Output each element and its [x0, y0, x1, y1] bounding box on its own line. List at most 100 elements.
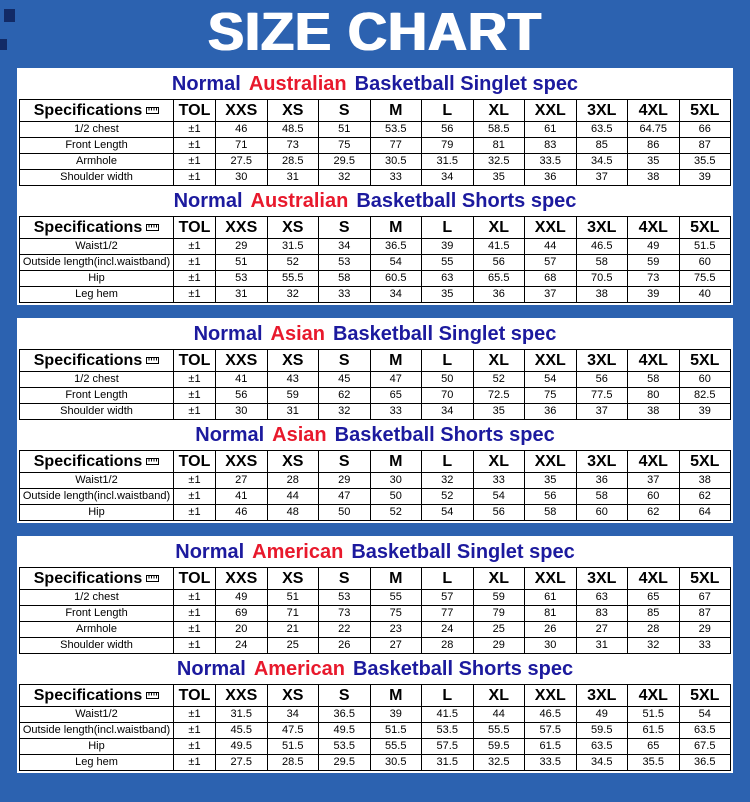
table-row: Leg hem ±1 27.5 28.5 29.5 30.5 31.5 32.5 33.5 34.… — [19, 754, 731, 771]
column-header-row: Specifications TOL XXS XS S M L XL XXL 3XL 4XL 5XL — [19, 216, 731, 239]
size-value: 33 — [678, 637, 731, 654]
column-header: 4XL — [627, 216, 680, 239]
column-header-label: XXL — [534, 453, 566, 470]
size-value: 58 — [318, 270, 371, 287]
size-value: 52 — [421, 488, 474, 505]
size-value: 54 — [421, 504, 474, 521]
size-value: 51.5 — [369, 722, 422, 739]
column-header-label: 4XL — [638, 453, 668, 470]
size-value: 29 — [472, 637, 525, 654]
size-value: 52 — [472, 371, 525, 388]
column-header-label: S — [338, 102, 350, 119]
size-value: 21 — [266, 621, 319, 638]
column-header-label: L — [442, 453, 453, 470]
column-header-label: TOL — [178, 352, 211, 369]
column-header: L — [421, 99, 474, 122]
size-value: 52 — [266, 254, 319, 271]
column-header: 5XL — [678, 349, 731, 372]
column-header: XXL — [524, 567, 577, 590]
size-value: 85 — [575, 137, 628, 154]
column-header-label: Specifications — [33, 352, 143, 369]
column-header: M — [369, 450, 422, 473]
size-value: 34 — [421, 169, 474, 186]
column-header: Specifications — [19, 99, 174, 122]
column-header: 5XL — [678, 567, 731, 590]
size-value: 39 — [678, 169, 731, 186]
size-value: 35.5 — [627, 754, 680, 771]
tolerance-value: ±1 — [173, 137, 216, 154]
tolerance-value: ±1 — [173, 754, 216, 771]
column-header: XL — [472, 567, 525, 590]
tolerance-value: ±1 — [173, 605, 216, 622]
tolerance-value: ±1 — [173, 738, 216, 755]
size-value: 45.5 — [215, 722, 268, 739]
size-value: 31 — [575, 637, 628, 654]
column-header: L — [421, 450, 474, 473]
column-header-label: L — [442, 687, 453, 704]
spec-label: Outside length(incl.waistband) — [19, 722, 174, 739]
column-header: XL — [472, 450, 525, 473]
table-title-text: Normal — [193, 323, 263, 345]
size-value: 75.5 — [678, 270, 731, 287]
size-value: 57.5 — [421, 738, 474, 755]
column-header: XXL — [524, 349, 577, 372]
size-value: 49.5 — [215, 738, 268, 755]
size-value: 85 — [627, 605, 680, 622]
column-header-label: XXS — [225, 453, 258, 470]
tolerance-value: ±1 — [173, 286, 216, 303]
column-header: M — [369, 567, 422, 590]
size-value: 43 — [266, 371, 319, 388]
tolerance-value: ±1 — [173, 472, 216, 489]
size-value: 46.5 — [524, 706, 577, 723]
size-value: 31 — [266, 169, 319, 186]
column-header: XXS — [215, 450, 268, 473]
size-value: 41.5 — [421, 706, 474, 723]
size-value: 62 — [318, 387, 371, 404]
spec-label: 1/2 chest — [19, 371, 174, 388]
size-value: 57 — [524, 254, 577, 271]
spec-label: Waist1/2 — [19, 238, 174, 255]
column-header-label: XXL — [534, 687, 566, 704]
size-value: 73 — [266, 137, 319, 154]
size-value: 39 — [678, 403, 731, 420]
column-header-label: Specifications — [33, 102, 143, 119]
column-header-label: Specifications — [33, 570, 143, 587]
size-value: 35 — [524, 472, 577, 489]
column-header: XXS — [215, 684, 268, 707]
size-value: 47 — [318, 488, 371, 505]
size-value: 28 — [266, 472, 319, 489]
size-value: 36 — [524, 169, 577, 186]
table-row: Waist1/2 ±1 29 31.5 34 36.5 39 41.5 44 46.5 49 51.5 — [19, 238, 731, 255]
column-header: TOL — [173, 567, 216, 590]
size-value: 61.5 — [524, 738, 577, 755]
size-value: 22 — [318, 621, 371, 638]
spec-label: Armhole — [19, 153, 174, 170]
column-header: M — [369, 349, 422, 372]
table-row: Front Length ±1 71 73 75 77 79 81 83 85 86 87 — [19, 137, 731, 154]
size-value: 53 — [318, 589, 371, 606]
tolerance-value: ±1 — [173, 589, 216, 606]
tolerance-value: ±1 — [173, 371, 216, 388]
column-header: 3XL — [575, 567, 628, 590]
size-value: 50 — [318, 504, 371, 521]
size-value: 32 — [627, 637, 680, 654]
table-group: Normal Asian Basketball Singlet spec Specif… — [17, 318, 733, 523]
column-header: XS — [266, 567, 319, 590]
tolerance-value: ±1 — [173, 387, 216, 404]
column-header: XXL — [524, 684, 577, 707]
column-header: TOL — [173, 99, 216, 122]
column-header: XS — [266, 216, 319, 239]
column-header-label: Specifications — [33, 219, 143, 236]
column-header: 3XL — [575, 349, 628, 372]
column-header: L — [421, 684, 474, 707]
size-value: 60 — [678, 371, 731, 388]
ruler-icon — [146, 691, 160, 700]
spec-label: Leg hem — [19, 286, 174, 303]
table-title-text: Normal — [171, 73, 241, 95]
size-value: 49 — [627, 238, 680, 255]
size-value: 65.5 — [472, 270, 525, 287]
column-header: 3XL — [575, 450, 628, 473]
column-header-label: L — [442, 352, 453, 369]
column-header-label: S — [338, 352, 350, 369]
size-value: 61 — [524, 121, 577, 138]
